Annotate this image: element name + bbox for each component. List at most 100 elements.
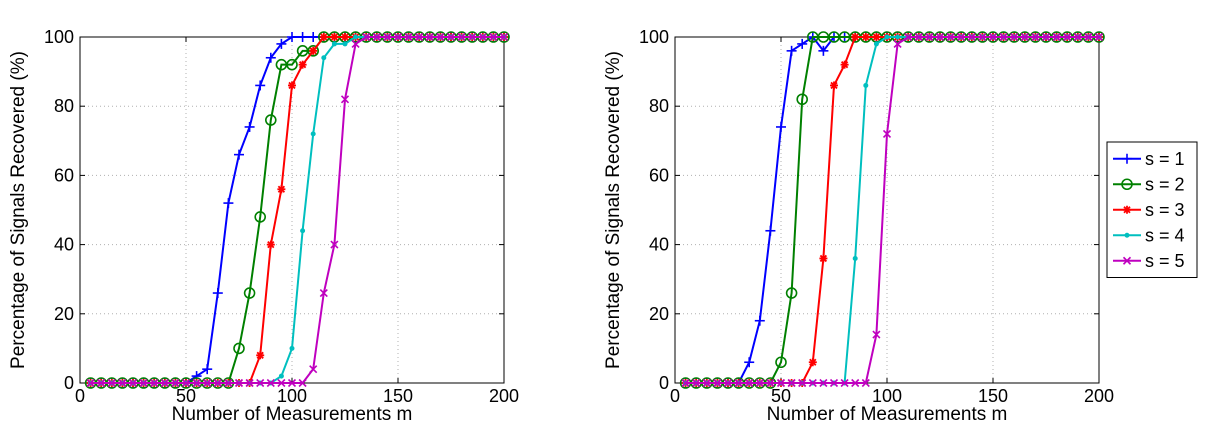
star-marker-d2	[267, 240, 275, 249]
data-point	[1084, 32, 1093, 42]
star-marker-d2	[341, 33, 349, 41]
star-marker-d2	[851, 33, 859, 41]
x-marker-d2	[1031, 32, 1040, 42]
y-tick-label: 0	[64, 373, 74, 393]
x-marker-d2	[1084, 32, 1093, 42]
y-tick-label: 60	[54, 165, 74, 185]
data-point	[1073, 32, 1082, 42]
star-marker-d2	[298, 61, 307, 69]
circle-marker	[307, 45, 320, 57]
data-point	[289, 345, 295, 351]
series-5	[681, 32, 1104, 388]
data-point	[785, 287, 798, 299]
x-marker-d2	[478, 32, 487, 42]
x-marker-d2	[819, 378, 828, 388]
star-marker-d2	[1123, 206, 1131, 214]
dot-marker	[300, 228, 306, 234]
data-point	[863, 82, 869, 88]
data-point	[288, 81, 296, 90]
x-marker-d2	[1063, 32, 1072, 42]
data-point	[266, 378, 275, 388]
x-marker-d2	[298, 378, 307, 388]
x-marker-d2	[1041, 32, 1051, 42]
data-point	[702, 378, 711, 388]
data-point	[150, 378, 159, 388]
data-point	[819, 378, 828, 388]
x-marker-d2	[734, 378, 743, 388]
data-point	[1063, 32, 1072, 42]
dot-marker	[342, 41, 348, 47]
data-point	[819, 254, 828, 263]
data-point	[895, 34, 901, 40]
data-point	[340, 95, 350, 104]
x-marker-d2	[277, 378, 286, 388]
x-tick-label: 150	[978, 386, 1008, 406]
data-point	[298, 378, 307, 388]
x-marker-d2	[1073, 32, 1082, 42]
data-point	[202, 364, 213, 375]
data-point	[882, 129, 892, 138]
x-marker-d2	[872, 330, 881, 339]
circle-marker	[775, 356, 787, 369]
data-point	[873, 41, 879, 47]
data-point	[468, 32, 477, 42]
data-point	[1052, 32, 1061, 42]
circle-marker	[1121, 178, 1133, 191]
data-point	[988, 32, 998, 42]
x-marker-d2	[150, 378, 159, 388]
x-tick-label: 50	[176, 386, 196, 406]
data-point	[244, 121, 255, 132]
x-marker-d2	[181, 378, 191, 388]
x-marker-d2	[702, 378, 711, 388]
dot-marker	[278, 373, 284, 379]
data-point	[744, 357, 755, 368]
x-marker-d2	[330, 240, 339, 249]
data-point	[1020, 32, 1029, 42]
circle-marker	[233, 342, 245, 355]
x-marker-d2	[86, 378, 95, 388]
data-point	[436, 32, 445, 42]
x-marker-d2	[935, 32, 945, 42]
data-point	[1041, 32, 1051, 42]
dot-marker	[353, 34, 359, 40]
x-marker-d2	[723, 378, 733, 388]
data-point	[171, 378, 180, 388]
data-point	[97, 378, 106, 388]
data-point	[935, 32, 945, 42]
x-marker-d2	[171, 378, 180, 388]
data-point	[765, 225, 776, 236]
data-point	[404, 32, 413, 42]
series-5	[86, 32, 509, 388]
x-marker-d2	[319, 288, 328, 298]
data-point	[233, 342, 245, 355]
x-marker-d2	[203, 378, 212, 388]
star-marker-d2	[862, 33, 870, 41]
legend-label: s = 5	[1145, 251, 1185, 271]
x-marker-d2	[457, 32, 466, 42]
legend-entry: s = 4	[1113, 225, 1185, 245]
x-marker-d2	[829, 378, 839, 388]
data-point	[277, 378, 286, 388]
data-point	[310, 131, 316, 137]
data-point	[243, 287, 256, 299]
data-point	[754, 315, 765, 326]
y-tick-label: 60	[649, 165, 669, 185]
x-marker-d2	[266, 378, 275, 388]
x-marker-d2	[925, 32, 934, 42]
data-point	[287, 378, 297, 388]
legend-label: s = 4	[1145, 225, 1185, 245]
dot-marker	[331, 41, 337, 47]
data-point	[245, 378, 254, 388]
data-point	[383, 32, 392, 42]
x-marker-d2	[489, 32, 498, 42]
x-marker-d2	[999, 32, 1008, 42]
x-marker-d2	[160, 378, 169, 388]
dot-marker	[895, 34, 901, 40]
data-point	[319, 288, 328, 298]
data-point	[107, 378, 116, 388]
x-marker-d2	[840, 378, 849, 388]
x-marker-d2	[1122, 256, 1132, 265]
data-point	[415, 32, 424, 42]
data-point	[277, 185, 286, 194]
x-marker-d2	[139, 378, 148, 388]
